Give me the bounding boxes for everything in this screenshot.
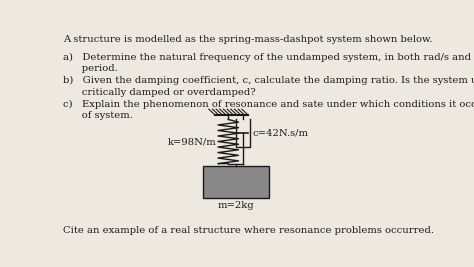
Text: c=42N.s/m: c=42N.s/m (253, 129, 309, 138)
Text: critically damped or overdamped?: critically damped or overdamped? (63, 88, 255, 97)
FancyBboxPatch shape (202, 166, 269, 198)
Text: Cite an example of a real structure where resonance problems occurred.: Cite an example of a real structure wher… (63, 226, 434, 235)
Text: b)   Given the damping coefficient, c, calculate the damping ratio. Is the syste: b) Given the damping coefficient, c, cal… (63, 76, 474, 85)
Text: c)   Explain the phenomenon of resonance and sate under which conditions it occu: c) Explain the phenomenon of resonance a… (63, 100, 474, 109)
Text: A structure is modelled as the spring-mass-dashpot system shown below.: A structure is modelled as the spring-ma… (63, 35, 432, 44)
Text: k=98N/m: k=98N/m (167, 137, 216, 146)
Text: a)   Determine the natural frequency of the undamped system, in both rad/s and H: a) Determine the natural frequency of th… (63, 53, 474, 62)
Text: of system.: of system. (63, 111, 133, 120)
Text: period.: period. (63, 64, 118, 73)
Text: m=2kg: m=2kg (217, 201, 254, 210)
